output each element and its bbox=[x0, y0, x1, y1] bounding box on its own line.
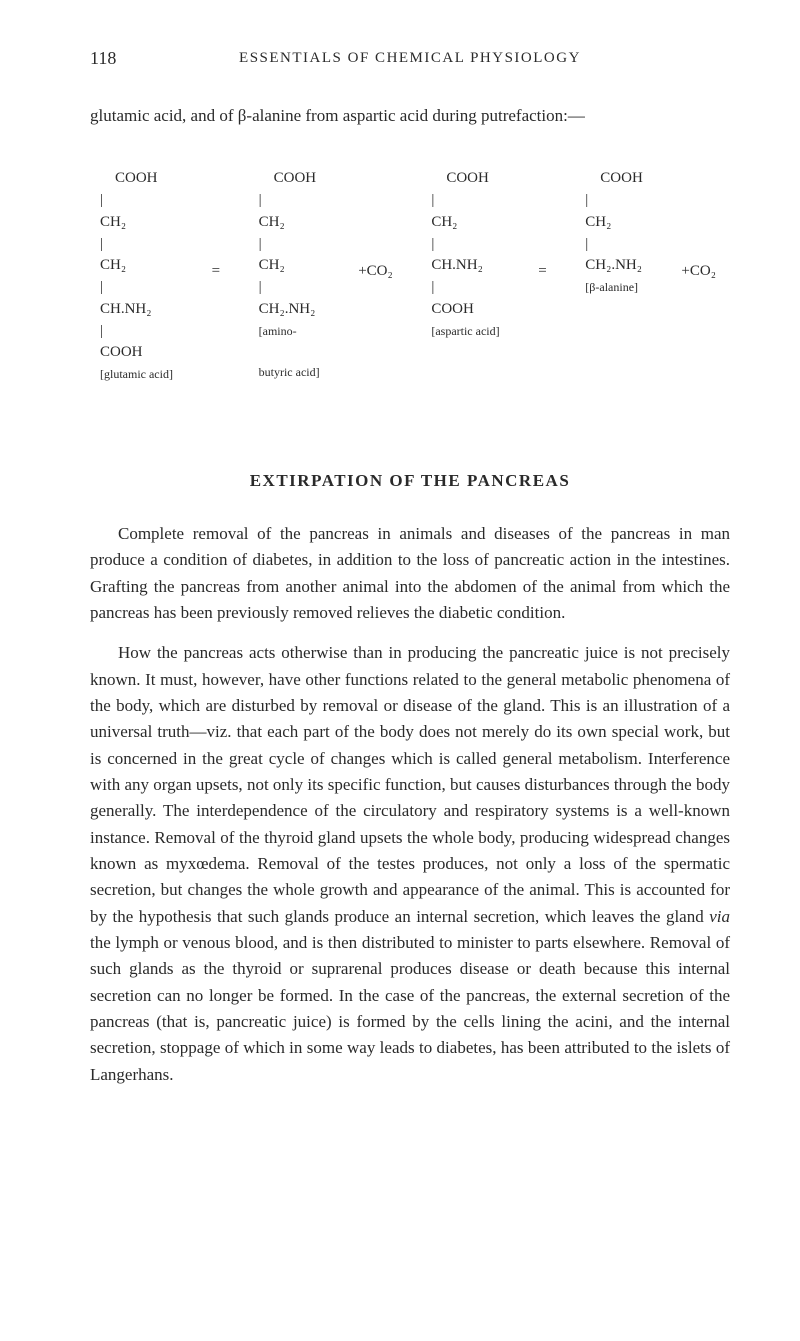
formula-line: CH.NH₂ bbox=[100, 301, 151, 317]
formula-line: | bbox=[100, 323, 103, 339]
formula-label: [β-alanine] bbox=[585, 279, 643, 296]
plus-co2: +CO₂ bbox=[354, 261, 397, 283]
formula-line: CH₂ bbox=[259, 257, 285, 273]
formula-line: CH₂.NH₂ bbox=[585, 257, 642, 273]
body-paragraph-1: Complete removal of the pancreas in anim… bbox=[90, 521, 730, 626]
formula-line: CH₂ bbox=[259, 214, 285, 230]
page-number: 118 bbox=[90, 48, 116, 69]
formula-aspartic-acid: COOH | CH₂ | CH.NH₂ | COOH [aspartic aci… bbox=[431, 147, 499, 384]
formula-beta-alanine: COOH | CH₂ | CH₂.NH₂ [β-alanine] bbox=[585, 147, 643, 340]
formula-line: | bbox=[585, 192, 588, 208]
formula-line: CH₂ bbox=[585, 214, 611, 230]
formula-line: COOH bbox=[431, 301, 474, 317]
body-paragraph-2: How the pancreas acts otherwise than in … bbox=[90, 640, 730, 1088]
formula-line: | bbox=[431, 192, 434, 208]
formula-line: CH.NH₂ bbox=[431, 257, 482, 273]
formula-label: butyric acid] bbox=[259, 364, 320, 381]
formula-line: | bbox=[100, 236, 103, 252]
formula-line: | bbox=[431, 236, 434, 252]
formula-line: | bbox=[100, 279, 103, 295]
chemical-formula-block: COOH | CH₂ | CH₂ | CH.NH₂ | COOH [glutam… bbox=[90, 147, 730, 427]
formula-line: COOH bbox=[100, 344, 143, 360]
formula-label: [amino- bbox=[259, 323, 320, 340]
formula-line: COOH bbox=[115, 170, 158, 186]
formula-line: | bbox=[259, 236, 262, 252]
formula-line: | bbox=[259, 192, 262, 208]
equals-sign: = bbox=[208, 261, 224, 283]
running-header: ESSENTIALS OF CHEMICAL PHYSIOLOGY bbox=[90, 50, 730, 67]
formula-aminobutyric-acid: COOH | CH₂ | CH₂ | CH₂.NH₂ [amino- butyr… bbox=[259, 147, 320, 425]
formula-label: [aspartic acid] bbox=[431, 323, 499, 340]
formula-glutamic-acid: COOH | CH₂ | CH₂ | CH.NH₂ | COOH [glutam… bbox=[100, 147, 173, 427]
formula-line: | bbox=[259, 279, 262, 295]
intro-paragraph: glutamic acid, and of β-alanine from asp… bbox=[90, 103, 730, 129]
formula-line: CH₂ bbox=[431, 214, 457, 230]
formula-label: [glutamic acid] bbox=[100, 366, 173, 383]
formula-line: | bbox=[431, 279, 434, 295]
para2-text-a: How the pancreas acts otherwise than in … bbox=[90, 643, 730, 925]
formula-line: CH₂ bbox=[100, 257, 126, 273]
para2-text-b: the lymph or venous blood, and is then d… bbox=[90, 933, 730, 1084]
equals-sign: = bbox=[534, 261, 550, 283]
section-heading: EXTIRPATION OF THE PANCREAS bbox=[90, 471, 730, 491]
formula-line: CH₂.NH₂ bbox=[259, 301, 316, 317]
italic-via: via bbox=[709, 907, 730, 926]
formula-line: COOH bbox=[274, 170, 317, 186]
formula-line: | bbox=[585, 236, 588, 252]
formula-line: COOH bbox=[600, 170, 643, 186]
formula-line: COOH bbox=[446, 170, 489, 186]
formula-line: CH₂ bbox=[100, 214, 126, 230]
formula-line: | bbox=[100, 192, 103, 208]
plus-co2: +CO₂ bbox=[677, 261, 720, 283]
